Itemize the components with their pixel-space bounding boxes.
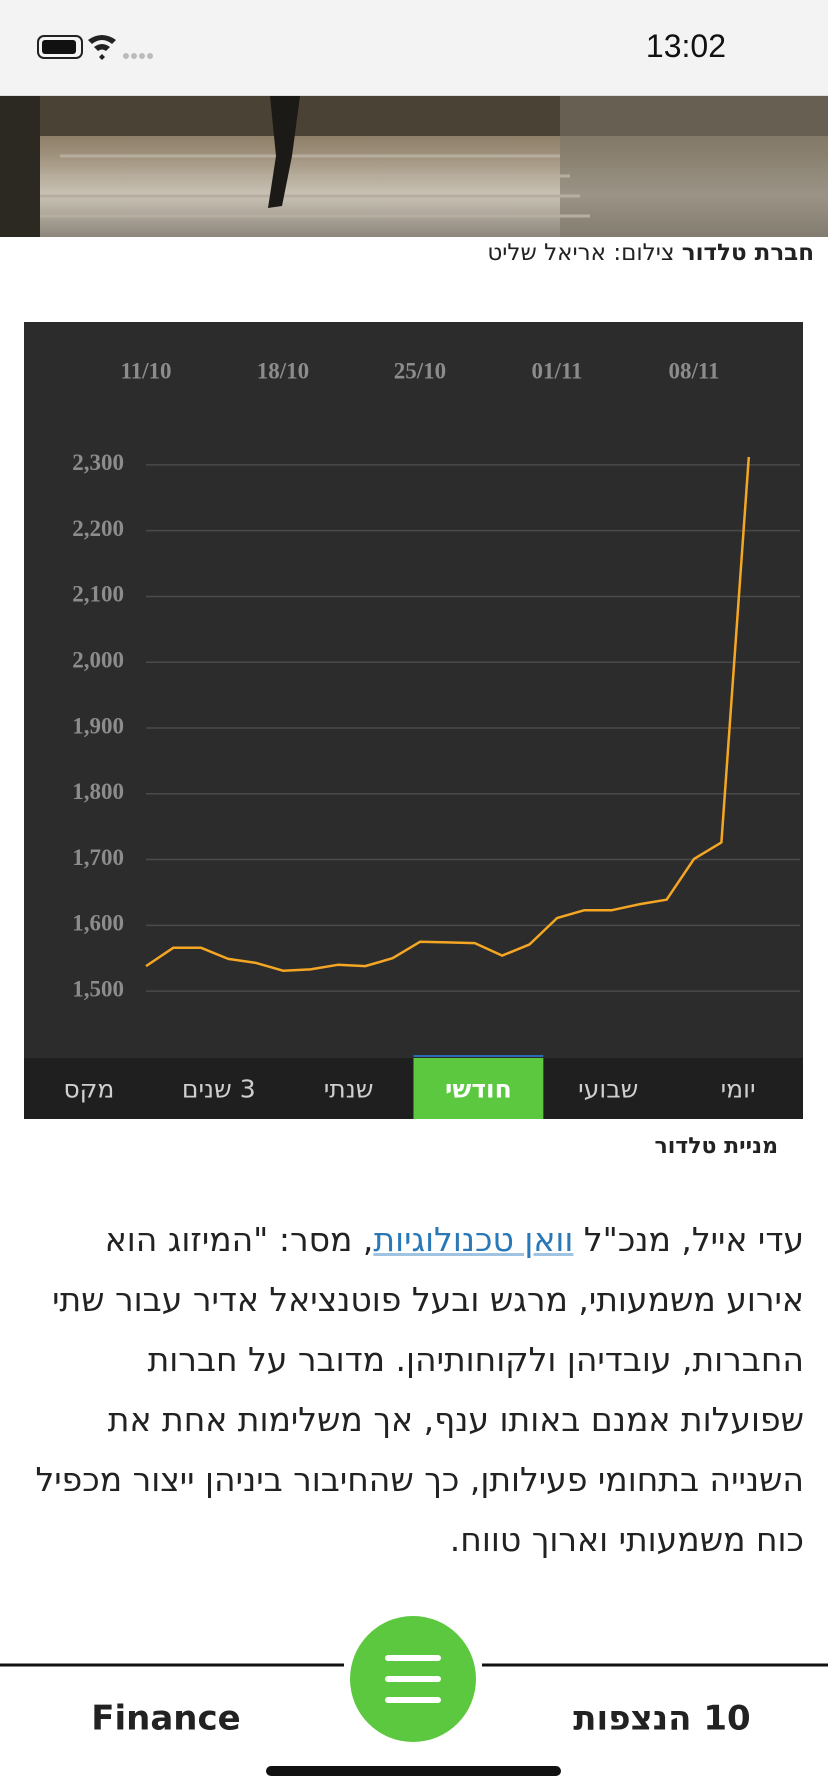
menu-button[interactable] — [350, 1616, 476, 1742]
bottom-nav: Finance 10 הנצפות — [0, 1616, 828, 1776]
x-tick-label: 01/11 — [531, 358, 582, 383]
home-indicator — [266, 1766, 561, 1776]
chart-tab[interactable]: 3 שנים — [182, 1075, 256, 1104]
photo-art — [0, 96, 828, 237]
caption-title: חברת טלדור — [681, 240, 814, 266]
x-tick-label: 11/10 — [120, 358, 171, 383]
tab-label: יומי — [721, 1075, 756, 1104]
x-tick-label: 25/10 — [394, 358, 446, 383]
photo-caption: חברת טלדור צילום: אריאל שליט — [487, 240, 814, 266]
x-tick-label: 08/11 — [668, 358, 719, 383]
y-tick-label: 1,900 — [72, 713, 124, 738]
article-body: עדי אייל, מנכ"ל וואן טכנולוגיות, מסר: "ה… — [24, 1210, 805, 1570]
y-tick-label: 1,600 — [72, 911, 124, 936]
chart-caption: מניית טלדור — [654, 1134, 778, 1159]
article-photo — [0, 96, 828, 237]
chart-tab[interactable]: שבועי — [578, 1075, 638, 1104]
status-bar: 13:02 — [0, 0, 828, 96]
clock: 13:02 — [645, 28, 726, 64]
y-tick-label: 2,200 — [72, 516, 124, 541]
chart-background — [24, 322, 803, 1119]
status-icons — [37, 35, 153, 60]
tab-label: חודשי — [445, 1075, 512, 1104]
tab-label: מקס — [63, 1075, 114, 1104]
nav-item[interactable]: 10 הנצפות — [573, 1699, 750, 1739]
y-tick-label: 2,000 — [72, 648, 124, 673]
chart-tab[interactable]: שנתי — [324, 1075, 374, 1104]
article-link[interactable]: וואן טכנולוגיות — [373, 1220, 574, 1259]
active-tab — [413, 1058, 544, 1119]
x-tick-label: 18/10 — [257, 358, 309, 383]
tab-label: שנתי — [324, 1075, 374, 1104]
y-tick-label: 1,700 — [72, 845, 124, 870]
chart-tab[interactable]: יומי — [721, 1075, 756, 1104]
stock-chart: 1,500 1,600 1,700 1,800 1,900 2,000 2,100 2,200… — [24, 322, 803, 1119]
article-text: , מסר: "המיזוג הוא אירוע משמעותי, מרגש ו… — [35, 1220, 805, 1559]
nav-item[interactable]: Finance — [91, 1699, 240, 1739]
tab-label: שבועי — [578, 1075, 638, 1104]
y-tick-label: 2,300 — [72, 450, 124, 475]
caption-credit: צילום: אריאל שליט — [487, 240, 675, 266]
y-tick-label: 1,500 — [72, 976, 124, 1001]
price-line — [145, 456, 751, 972]
y-tick-label: 1,800 — [72, 779, 124, 804]
y-tick-label: 2,100 — [72, 582, 124, 607]
chart-tab[interactable]: מקס — [63, 1075, 114, 1104]
article-text: עדי אייל, מנכ"ל — [573, 1220, 804, 1259]
tab-label: 3 שנים — [182, 1075, 256, 1104]
chart-tab[interactable]: חודשי — [413, 1055, 544, 1119]
